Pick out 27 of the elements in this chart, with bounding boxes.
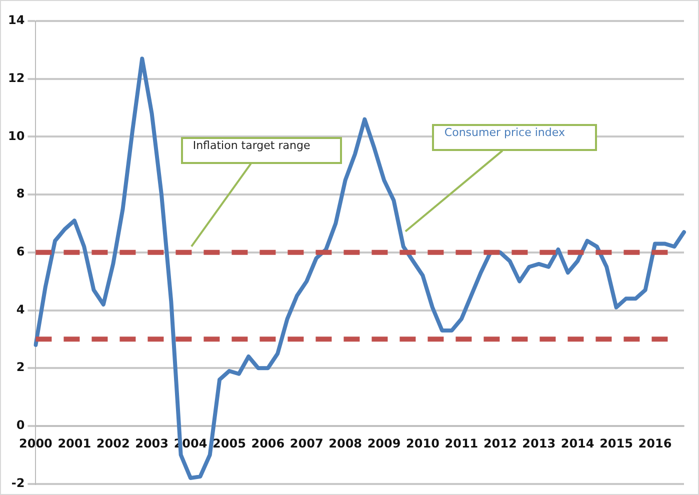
x-tick-label: 2012 bbox=[483, 436, 517, 450]
y-tick-label: 14 bbox=[8, 13, 25, 28]
x-tick-label: 2008 bbox=[328, 436, 362, 450]
y-tick-label: -2 bbox=[11, 476, 25, 490]
x-tick-label: 2013 bbox=[522, 436, 556, 450]
x-tick-label: 2005 bbox=[212, 436, 246, 450]
y-tick-label: 4 bbox=[16, 302, 25, 316]
x-tick-label: 2015 bbox=[600, 436, 633, 450]
x-tick-label: 2007 bbox=[290, 436, 324, 450]
x-tick-label: 2011 bbox=[444, 436, 478, 450]
x-tick-label: 2014 bbox=[560, 436, 594, 450]
callout-box: Consumer price index bbox=[432, 124, 597, 151]
x-tick-label: 2001 bbox=[58, 436, 92, 450]
x-tick-label: 2003 bbox=[135, 436, 169, 450]
y-tick-label: 2 bbox=[16, 360, 25, 374]
y-tick-label: 8 bbox=[16, 186, 25, 201]
callout-box: Inflation target range bbox=[180, 136, 342, 164]
x-tick-label: 2016 bbox=[638, 436, 672, 450]
y-tick-label: 10 bbox=[8, 128, 25, 143]
x-tick-label: 2002 bbox=[96, 436, 130, 450]
y-tick-label: 6 bbox=[16, 244, 25, 259]
x-tick-label: 2009 bbox=[367, 436, 401, 450]
y-tick-label: 0 bbox=[16, 418, 25, 432]
y-tick-label: 12 bbox=[8, 70, 25, 85]
x-tick-label: 2000 bbox=[18, 436, 52, 450]
x-tick-label: 2010 bbox=[406, 436, 440, 450]
x-tick-label: 2006 bbox=[251, 436, 285, 450]
